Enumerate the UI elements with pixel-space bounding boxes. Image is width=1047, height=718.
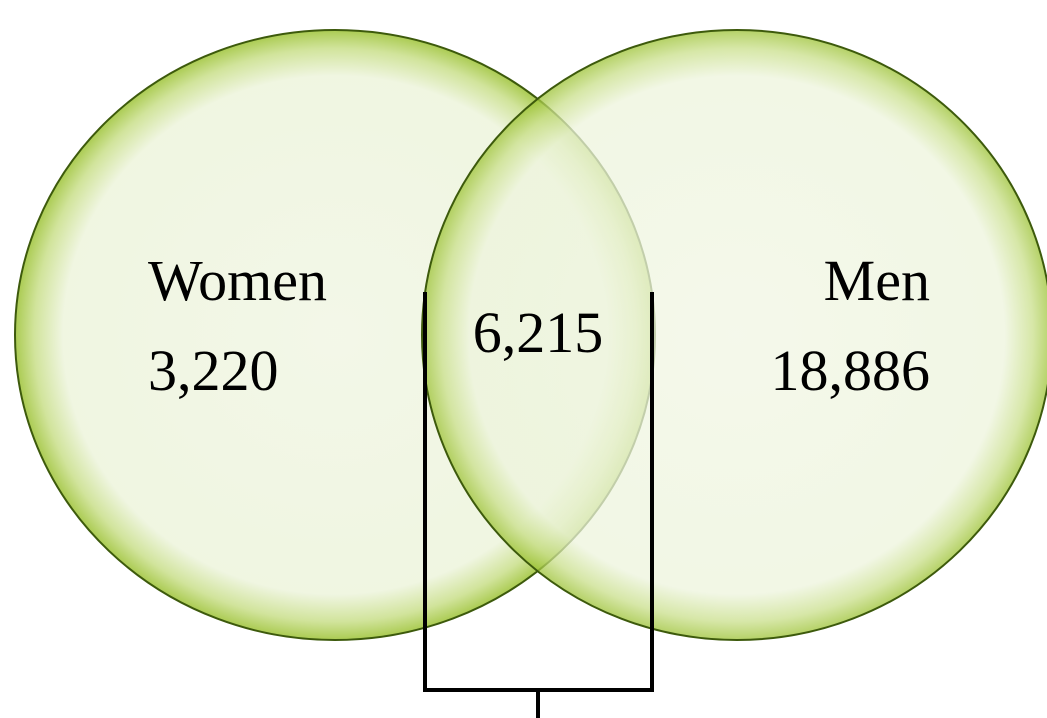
men-circle <box>421 29 1047 641</box>
set-value: 18,886 <box>771 338 931 403</box>
bracket <box>423 292 654 718</box>
set-label: Women <box>148 248 327 313</box>
set-label: Men <box>824 248 930 313</box>
intersection-value: 6,215 <box>473 300 604 365</box>
set-value: 3,220 <box>148 338 279 403</box>
